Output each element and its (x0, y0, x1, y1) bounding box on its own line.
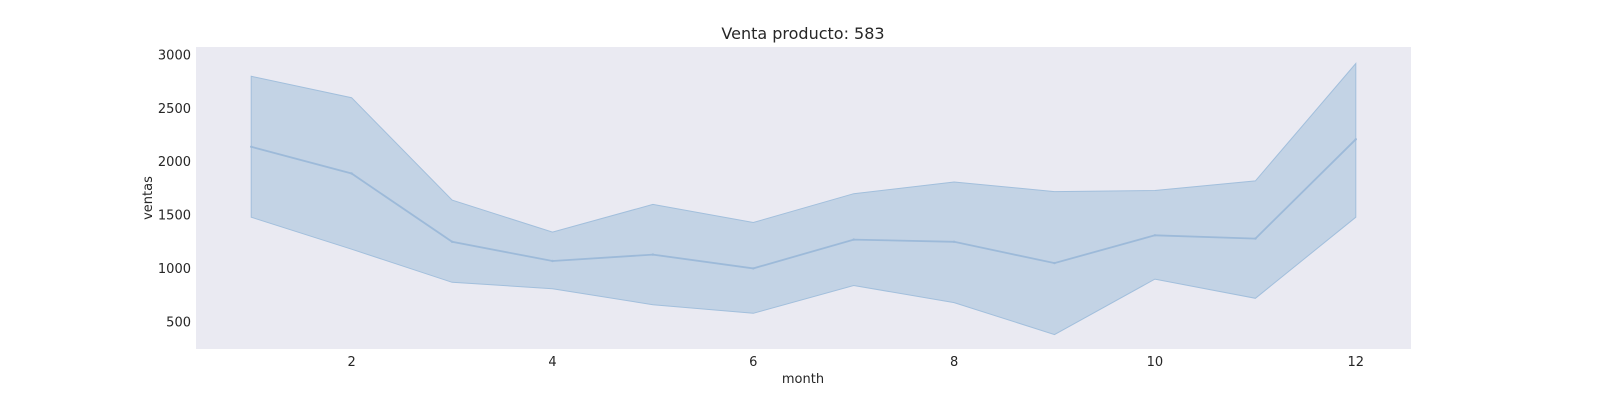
x-tick-label: 2 (347, 355, 355, 370)
y-tick-label: 1500 (158, 209, 191, 224)
x-tick-label: 4 (548, 355, 556, 370)
chart-title: Venta producto: 583 (721, 24, 884, 43)
data-point (1053, 261, 1056, 265)
data-point (1354, 138, 1358, 141)
y-tick-label: 2000 (158, 155, 191, 170)
y-tick-label: 3000 (158, 49, 191, 64)
x-tick-label: 8 (950, 355, 958, 370)
x-axis-label: month (782, 372, 824, 387)
confidence-band (250, 62, 1357, 336)
y-tick-label: 500 (166, 315, 191, 330)
x-tick-label: 12 (1348, 355, 1365, 370)
x-tick-label: 6 (749, 355, 757, 370)
x-tick-label: 10 (1147, 355, 1164, 370)
data-point (651, 253, 655, 256)
data-point (752, 267, 755, 270)
data-point (1153, 234, 1157, 237)
data-point (551, 259, 554, 263)
y-tick-label: 1000 (158, 262, 191, 277)
data-point (852, 238, 855, 241)
data-point (952, 240, 956, 243)
y-tick-label: 2500 (158, 102, 191, 117)
y-axis-label: ventas (141, 176, 156, 220)
data-point (450, 240, 454, 243)
series-line (250, 138, 1357, 270)
data-point (1254, 237, 1257, 240)
data-point (350, 172, 353, 175)
data-point (250, 145, 253, 148)
